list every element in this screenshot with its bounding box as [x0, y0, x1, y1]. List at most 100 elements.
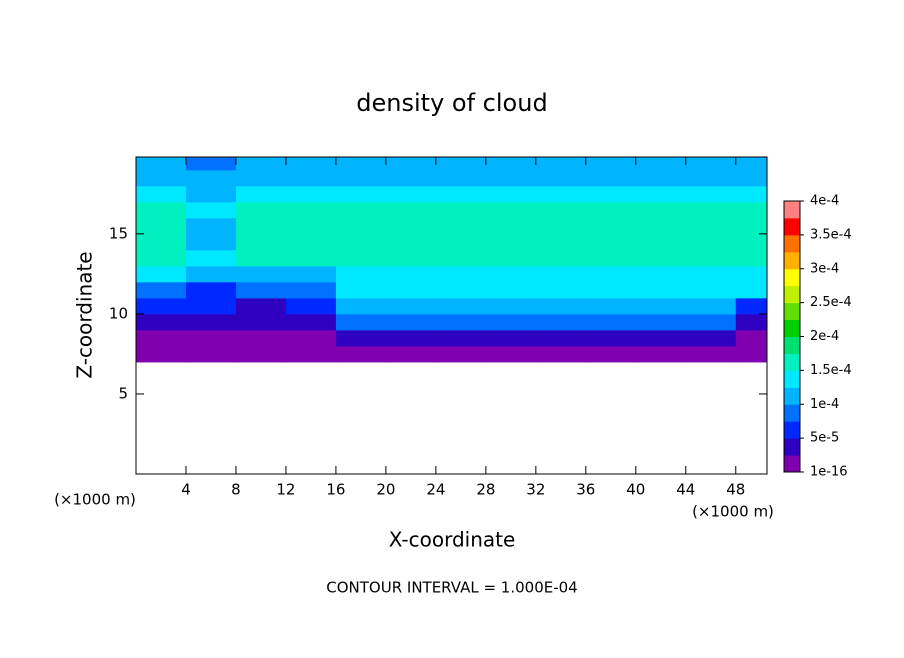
contour-cell — [385, 345, 437, 363]
contour-cell — [685, 201, 737, 219]
contour-cell — [385, 265, 437, 283]
contour-cell — [635, 345, 687, 363]
contour-cell — [485, 281, 537, 299]
contour-cell — [485, 233, 537, 251]
colorbar-band — [784, 319, 800, 337]
contour-cell — [485, 157, 537, 171]
contour-cell — [285, 217, 337, 235]
contour-cell — [435, 185, 487, 203]
contour-cell — [185, 249, 237, 267]
contour-cell — [136, 297, 187, 315]
x-tick-label: 8 — [231, 481, 241, 499]
colorbar-band — [784, 438, 800, 456]
contour-cell — [235, 345, 287, 363]
x-tick-label: 36 — [576, 481, 595, 499]
contour-cell — [185, 281, 237, 299]
contour-cell — [136, 329, 187, 347]
contour-cell — [285, 157, 337, 171]
contour-cell — [185, 217, 237, 235]
colorbar-label: 3.5e-4 — [810, 227, 852, 242]
contour-cell — [335, 313, 387, 331]
contour-cell — [435, 201, 487, 219]
contour-cell — [335, 169, 387, 187]
contour-cell — [285, 281, 337, 299]
contour-cell — [635, 281, 687, 299]
contour-cell — [735, 329, 768, 347]
contour-cell — [136, 201, 187, 219]
contour-cell — [685, 157, 737, 171]
contour-cell — [485, 345, 537, 363]
contour-cell — [535, 345, 587, 363]
contour-cell — [335, 185, 387, 203]
contour-cell — [185, 169, 237, 187]
colorbar-label: 2e-4 — [810, 329, 839, 344]
contour-cell — [735, 265, 768, 283]
contour-cell — [136, 249, 187, 267]
x-tick-label: 40 — [626, 481, 645, 499]
contour-cell — [685, 297, 737, 315]
contour-cell — [385, 185, 437, 203]
contour-cell — [735, 185, 768, 203]
contour-cell — [435, 233, 487, 251]
contour-cell — [435, 217, 487, 235]
contour-cell — [735, 249, 768, 267]
colorbar-label: 1e-16 — [810, 465, 848, 480]
contour-cell — [735, 281, 768, 299]
contour-cell — [285, 249, 337, 267]
contour-cell — [435, 169, 487, 187]
contour-cell — [685, 233, 737, 251]
contour-cell — [735, 169, 768, 187]
contour-cell — [485, 249, 537, 267]
contour-cell — [435, 329, 487, 347]
contour-cell — [685, 217, 737, 235]
contour-cell — [735, 217, 768, 235]
colorbar-label: 1.5e-4 — [810, 363, 852, 378]
contour-cell — [285, 185, 337, 203]
contour-cell — [235, 249, 287, 267]
colorbar-label: 4e-4 — [810, 194, 839, 209]
contour-cell — [535, 313, 587, 331]
x-tick-label: 20 — [376, 481, 395, 499]
contour-cell — [235, 169, 287, 187]
chart-title: density of cloud — [356, 89, 547, 117]
contour-cell — [385, 217, 437, 235]
contour-cell — [585, 281, 637, 299]
contour-cell — [285, 329, 337, 347]
contour-cell — [335, 157, 387, 171]
contour-cell — [535, 329, 587, 347]
contour-cell — [335, 281, 387, 299]
x-tick-label: 32 — [526, 481, 545, 499]
contour-cell — [435, 249, 487, 267]
contour-cell — [235, 313, 287, 331]
contour-cell — [685, 329, 737, 347]
contour-cell — [385, 201, 437, 219]
contour-cell — [685, 281, 737, 299]
contour-cell — [535, 233, 587, 251]
contour-cell — [235, 233, 287, 251]
colorbar-band — [784, 387, 800, 405]
contour-cell — [735, 345, 768, 363]
contour-cell — [435, 281, 487, 299]
contour-cell — [185, 265, 237, 283]
colorbar-label: 1e-4 — [810, 397, 839, 412]
contour-cell — [535, 217, 587, 235]
contour-cell — [235, 281, 287, 299]
contour-cell — [235, 297, 287, 315]
contour-cell — [485, 297, 537, 315]
contour-cell — [685, 185, 737, 203]
contour-cell — [635, 233, 687, 251]
contour-cell — [585, 345, 637, 363]
contour-cell — [335, 297, 387, 315]
contour-cell — [235, 185, 287, 203]
contour-cell — [635, 201, 687, 219]
contour-cell — [485, 217, 537, 235]
contour-cell — [285, 297, 337, 315]
contour-cell — [535, 169, 587, 187]
contour-cell — [435, 313, 487, 331]
colorbar-band — [784, 268, 800, 287]
contour-cell — [136, 169, 187, 187]
contour-cell — [185, 185, 237, 203]
colorbar-band — [784, 404, 800, 422]
contour-cell — [635, 297, 687, 315]
